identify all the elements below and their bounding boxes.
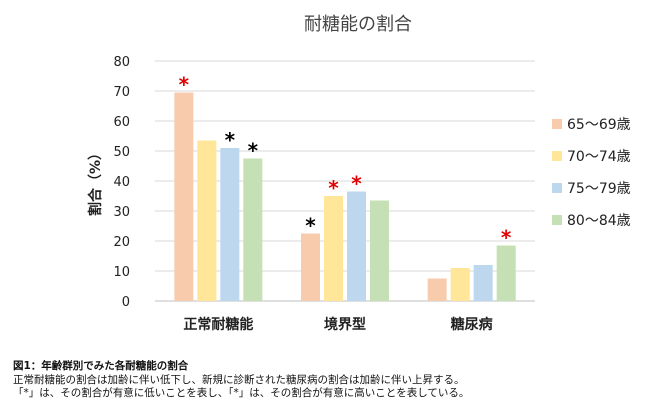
bar — [301, 233, 320, 301]
legend-label: 75～79歳 — [567, 181, 631, 197]
bar — [450, 268, 470, 301]
bar — [427, 278, 447, 301]
bar — [473, 265, 493, 301]
bar — [197, 140, 217, 301]
bar — [174, 92, 194, 301]
y-axis-ticks: 0 10 20 30 40 50 60 70 80 — [113, 55, 130, 310]
y-tick-label: 60 — [113, 115, 130, 130]
legend-swatch — [552, 215, 562, 225]
significance-markers: * * * * * * * — [179, 73, 512, 250]
x-axis-categories: 正常耐糖能 境界型 糖尿病 — [183, 316, 492, 333]
legend-label: 65～69歳 — [567, 117, 631, 133]
bars — [174, 92, 516, 301]
significance-marker: * — [248, 139, 259, 163]
y-tick-label: 0 — [122, 295, 130, 310]
significance-marker: * — [351, 172, 362, 196]
y-tick-label: 20 — [113, 235, 130, 250]
bar-chart: 耐糖能の割合 0 10 20 30 40 50 60 70 80 割合（%） * * * * * * * 正… — [87, 14, 631, 333]
bar — [347, 191, 366, 301]
y-axis-label: 割合（%） — [87, 146, 104, 216]
legend-swatch — [552, 151, 562, 161]
significance-marker: * — [179, 73, 190, 97]
x-tick-label: 糖尿病 — [451, 316, 493, 333]
figure-caption: 図1：年齢群別でみた各耐糖能の割合 正常耐糖能の割合は加齢に伴い低下し、新規に診… — [13, 360, 643, 401]
x-tick-label: 正常耐糖能 — [183, 316, 253, 333]
legend-swatch — [552, 183, 562, 193]
bar — [324, 196, 343, 301]
bar — [220, 148, 240, 301]
bar — [370, 200, 389, 301]
chart-title: 耐糖能の割合 — [304, 14, 412, 35]
significance-marker: * — [501, 226, 512, 250]
y-tick-label: 80 — [113, 55, 130, 70]
y-tick-label: 10 — [113, 265, 130, 280]
legend-label: 70～74歳 — [567, 149, 631, 165]
y-tick-label: 30 — [113, 205, 130, 220]
y-tick-label: 40 — [113, 175, 130, 190]
significance-marker: * — [225, 128, 236, 152]
y-tick-label: 70 — [113, 85, 130, 100]
bar — [496, 245, 516, 301]
caption-title: 図1：年齢群別でみた各耐糖能の割合 — [13, 360, 189, 372]
caption-line-2: 「*」は、その割合が有意に低いことを表し、「*」は、その割合が有意に高いことを表… — [13, 387, 470, 399]
caption-line-1: 正常耐糖能の割合は加齢に伴い低下し、新規に診断された糖尿病の割合は加齢に伴い上昇… — [13, 373, 465, 386]
bar — [243, 158, 263, 301]
y-tick-label: 50 — [113, 145, 130, 160]
significance-marker: * — [305, 214, 316, 238]
x-tick-label: 境界型 — [324, 316, 366, 333]
legend: 65～69歳 70～74歳 75～79歳 80～84歳 — [552, 117, 631, 229]
gridlines — [155, 60, 535, 302]
legend-swatch — [552, 119, 562, 129]
legend-label: 80～84歳 — [567, 213, 631, 229]
significance-marker: * — [328, 176, 339, 200]
